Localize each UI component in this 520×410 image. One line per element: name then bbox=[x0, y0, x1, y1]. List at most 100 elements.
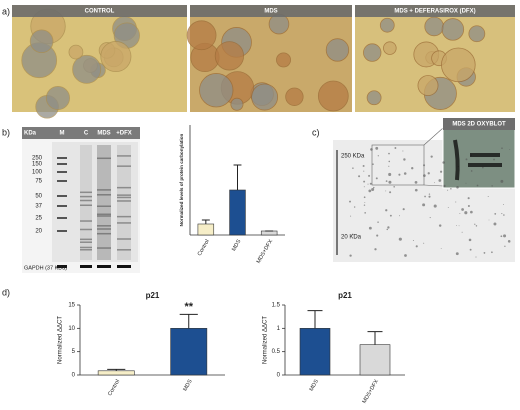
cell bbox=[441, 18, 465, 41]
spot bbox=[433, 204, 437, 208]
spot bbox=[424, 195, 426, 198]
spot bbox=[367, 183, 369, 185]
band bbox=[97, 205, 111, 207]
blot-header-label: C bbox=[84, 131, 89, 137]
micrograph-header bbox=[190, 5, 352, 17]
spot bbox=[465, 182, 467, 184]
spot bbox=[494, 213, 497, 215]
y-tick-label: 0.5 bbox=[272, 349, 281, 355]
band bbox=[97, 189, 111, 191]
band bbox=[117, 215, 131, 218]
gapdh-band bbox=[117, 265, 131, 268]
error-bar bbox=[179, 313, 198, 329]
spot bbox=[438, 224, 442, 227]
band bbox=[80, 246, 92, 249]
y-tick-label: 1 bbox=[277, 326, 281, 332]
spot bbox=[455, 252, 459, 256]
cell bbox=[68, 44, 84, 60]
cell bbox=[366, 90, 382, 106]
blot-marker: 25 bbox=[35, 216, 42, 222]
cell bbox=[383, 41, 397, 55]
micrographs: CONTROL MDS MDS + DEFERASIROX (DFX) bbox=[12, 5, 515, 119]
spot bbox=[423, 174, 426, 177]
spot bbox=[403, 172, 407, 175]
spot bbox=[440, 248, 442, 249]
spot bbox=[389, 191, 392, 194]
spot bbox=[398, 173, 401, 176]
gel-marker: 20 KDa bbox=[341, 235, 362, 241]
band bbox=[80, 228, 92, 231]
spot bbox=[475, 256, 477, 258]
spot bbox=[491, 185, 493, 187]
cell bbox=[186, 20, 217, 51]
spot bbox=[474, 223, 476, 225]
blot-marker: 75 bbox=[35, 179, 42, 185]
cell bbox=[100, 41, 132, 73]
spot bbox=[500, 179, 504, 183]
spot bbox=[434, 182, 435, 184]
spot bbox=[372, 163, 374, 165]
spot bbox=[458, 225, 460, 227]
cell bbox=[325, 38, 350, 62]
micrograph-title: CONTROL bbox=[85, 9, 115, 15]
spot bbox=[469, 248, 472, 251]
spot bbox=[429, 217, 431, 219]
inset-header bbox=[443, 118, 515, 130]
blot-header-label: MDS bbox=[97, 131, 110, 137]
spot bbox=[440, 170, 443, 173]
spot bbox=[375, 177, 378, 180]
spot bbox=[353, 206, 356, 208]
spot bbox=[447, 206, 449, 208]
spot bbox=[468, 238, 472, 242]
x-tick-label: MDS+DFX bbox=[256, 238, 275, 264]
ladder-band bbox=[57, 163, 67, 165]
cell bbox=[379, 17, 395, 33]
spot bbox=[470, 210, 473, 214]
x-tick-label: MDS+DFX bbox=[362, 378, 381, 404]
spot bbox=[503, 234, 507, 238]
gapdh-band bbox=[80, 265, 92, 268]
blot-marker: 250 bbox=[32, 156, 43, 162]
spot bbox=[430, 155, 433, 158]
gel-2d: MDS 2D OXYBLOT 250 KDa 20 KDa bbox=[333, 117, 516, 262]
band bbox=[117, 155, 131, 157]
spot bbox=[369, 182, 372, 185]
spot bbox=[388, 165, 390, 167]
spot bbox=[350, 215, 352, 217]
chart-title: p21 bbox=[338, 291, 352, 300]
spot bbox=[394, 147, 397, 149]
spot bbox=[501, 147, 503, 149]
cell bbox=[199, 73, 234, 108]
spot bbox=[483, 252, 486, 254]
spot bbox=[428, 193, 431, 195]
band bbox=[80, 204, 92, 207]
cell bbox=[268, 13, 290, 35]
band bbox=[97, 157, 111, 160]
ladder-band bbox=[57, 205, 67, 207]
panel-label: a) bbox=[2, 6, 10, 16]
spot bbox=[467, 204, 470, 208]
band bbox=[117, 196, 131, 199]
spot bbox=[475, 225, 478, 227]
band bbox=[80, 248, 92, 251]
band bbox=[80, 195, 92, 198]
x-tick-label: MDS bbox=[182, 378, 193, 392]
ladder-band bbox=[57, 180, 67, 182]
spot bbox=[491, 251, 493, 254]
micrograph-title: MDS bbox=[264, 9, 277, 15]
charts: Normalized levels of protein carbonylati… bbox=[58, 125, 405, 405]
band bbox=[80, 191, 92, 194]
blot-header-label: +DFX bbox=[116, 131, 132, 137]
spot bbox=[442, 161, 445, 164]
band bbox=[117, 200, 131, 202]
spot bbox=[467, 197, 470, 200]
y-tick-label: 15 bbox=[68, 303, 75, 309]
panel-label: b) bbox=[2, 127, 10, 137]
lane bbox=[117, 145, 131, 260]
spot bbox=[476, 184, 479, 187]
spot bbox=[377, 221, 379, 223]
panel-label: d) bbox=[2, 287, 10, 297]
band bbox=[80, 238, 92, 241]
spot bbox=[507, 240, 511, 243]
band bbox=[117, 222, 131, 224]
